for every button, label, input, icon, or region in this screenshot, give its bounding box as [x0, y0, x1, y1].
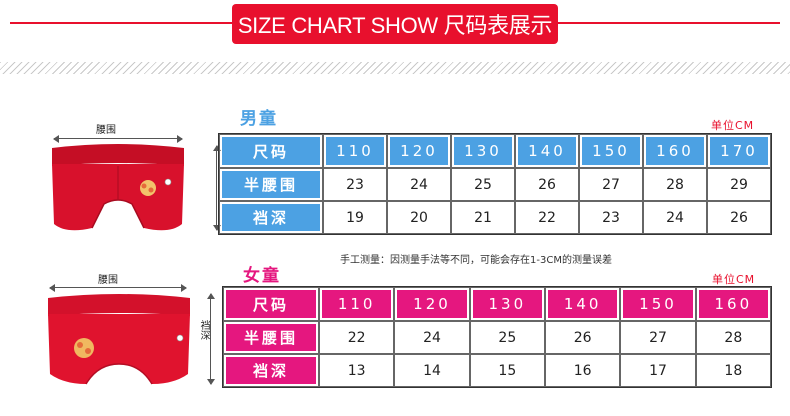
- header-rule-left: [10, 22, 232, 24]
- boy-waist-arrow: [53, 135, 183, 143]
- girl-section-title: 女童: [243, 266, 281, 286]
- boy-size-cell: 150: [579, 134, 643, 168]
- girl-size-header-label: 尺码: [226, 290, 316, 318]
- boy-size-header-cell: 尺码: [219, 134, 323, 168]
- boy-waist-label: 腰围: [96, 125, 116, 136]
- table-cell: 28: [695, 321, 771, 354]
- boy-size-cell: 130: [451, 134, 515, 168]
- table-cell: 25: [451, 168, 515, 201]
- table-cell: 23: [323, 168, 387, 201]
- table-cell: 22: [319, 321, 395, 354]
- boy-rise-row: 裆深 19 20 21 22 23 24 26: [219, 201, 771, 234]
- boy-size-cell: 160: [643, 134, 707, 168]
- boy-briefs-illustration: [52, 144, 184, 231]
- table-cell: 20: [387, 201, 451, 234]
- table-cell: 24: [394, 321, 470, 354]
- girl-briefs-figure: 腰围 裆深: [40, 268, 220, 398]
- girl-rise-arrow: [207, 293, 215, 385]
- table-cell: 18: [695, 354, 771, 387]
- header-banner: SIZE CHART SHOW 尺码表展示: [232, 4, 558, 44]
- table-cell: 27: [579, 168, 643, 201]
- boy-rise-arrow: [213, 145, 221, 231]
- table-cell: 26: [707, 201, 771, 234]
- boy-waist-row: 半腰围 23 24 25 26 27 28 29: [219, 168, 771, 201]
- girl-size-cell: 160: [695, 287, 771, 321]
- girl-unit-label: 单位CM: [712, 273, 756, 286]
- girl-size-cell: 130: [469, 287, 545, 321]
- boy-size-cell: 120: [387, 134, 451, 168]
- girl-rise-label: 裆深: [198, 320, 209, 340]
- table-cell: 17: [620, 354, 696, 387]
- table-cell: 15: [469, 354, 545, 387]
- girl-waist-row: 半腰围 22 24 25 26 27 28: [223, 321, 771, 354]
- page-title: SIZE CHART SHOW 尺码表展示: [237, 13, 553, 38]
- boy-size-cell: 140: [515, 134, 579, 168]
- boy-rise-label-cell: 裆深: [219, 201, 323, 234]
- girl-rise-row: 裆深 13 14 15 16 17 18: [223, 354, 771, 387]
- boy-waist-label-cell: 半腰围: [219, 168, 323, 201]
- table-cell: 13: [319, 354, 395, 387]
- table-cell: 24: [387, 168, 451, 201]
- girl-size-cell: 120: [394, 287, 470, 321]
- table-cell: 25: [469, 321, 545, 354]
- girl-briefs-illustration: [48, 294, 190, 385]
- table-cell: 24: [643, 201, 707, 234]
- table-cell: 16: [544, 354, 621, 387]
- girl-size-cell: 140: [544, 287, 621, 321]
- girl-size-cell: 110: [319, 287, 395, 321]
- table-cell: 14: [394, 354, 470, 387]
- boy-size-cell: 110: [323, 134, 387, 168]
- table-cell: 26: [515, 168, 579, 201]
- table-cell: 19: [323, 201, 387, 234]
- girl-waist-label-cell: 半腰围: [223, 321, 319, 354]
- boy-size-cell: 170: [707, 134, 771, 168]
- table-cell: 28: [643, 168, 707, 201]
- boy-unit-label: 单位CM: [711, 119, 755, 132]
- table-cell: 29: [707, 168, 771, 201]
- girl-size-header-cell: 尺码: [223, 287, 319, 321]
- table-cell: 23: [579, 201, 643, 234]
- girl-size-cell: 150: [620, 287, 696, 321]
- boy-size-row: 尺码 110 120 130 140 150 160 170: [219, 134, 771, 168]
- boy-size-table: 尺码 110 120 130 140 150 160 170 半腰围 23 24…: [218, 133, 772, 235]
- table-cell: 26: [544, 321, 621, 354]
- table-cell: 27: [620, 321, 696, 354]
- girl-size-table: 尺码 110 120 130 140 150 160 半腰围 22 24 25 …: [222, 286, 772, 388]
- header-rule-right: [558, 22, 780, 24]
- girl-waist-arrow: [49, 284, 187, 292]
- girl-rise-label-cell: 裆深: [223, 354, 319, 387]
- hatch-divider: [0, 62, 790, 74]
- boy-briefs-figure: 腰围 裆深: [40, 118, 238, 236]
- table-cell: 22: [515, 201, 579, 234]
- girl-waist-label: 腰围: [98, 275, 118, 286]
- measurement-note: 手工测量：因测量手法等不同，可能会存在1-3CM的测量误差: [340, 255, 612, 266]
- boy-size-header-label: 尺码: [222, 137, 320, 165]
- girl-size-row: 尺码 110 120 130 140 150 160: [223, 287, 771, 321]
- table-cell: 21: [451, 201, 515, 234]
- boy-section-title: 男童: [240, 109, 278, 129]
